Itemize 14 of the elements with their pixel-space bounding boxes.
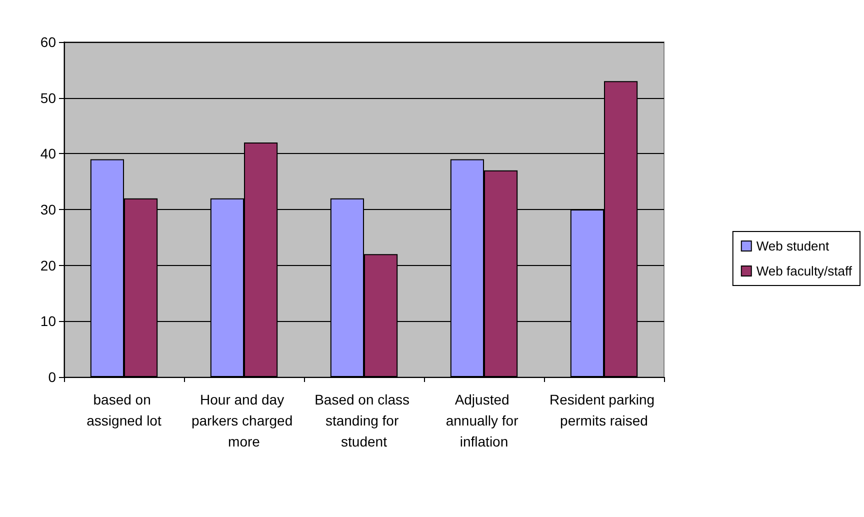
y-tick-label: 60 [40,34,56,50]
x-tick-label: Adjusted annually for inflation [446,392,522,450]
x-tick-label: Resident parking permits raised [550,392,658,428]
x-tick-label: Based on class standing for student [314,392,414,450]
y-tick-label: 0 [48,369,56,385]
y-tick-label: 20 [40,257,56,274]
legend-label: Web faculty/staff [756,264,852,278]
legend-label: Web student [756,238,830,254]
y-tick-label: 40 [40,146,56,162]
y-tick-label: 50 [40,90,56,106]
y-tick-label: 10 [40,313,56,330]
y-tick-label: 30 [40,202,56,218]
x-tick-label: Hour and day parkers charged more [191,392,297,450]
x-tick-label: based on assigned lot [86,392,162,428]
